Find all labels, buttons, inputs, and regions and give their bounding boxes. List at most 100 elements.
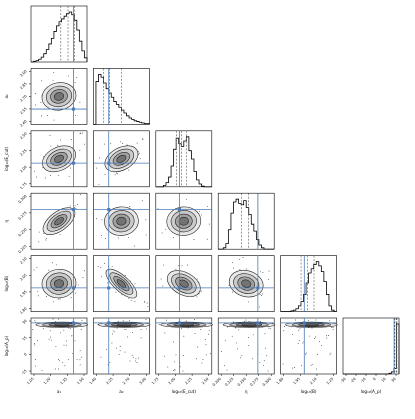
sample-point <box>332 329 334 331</box>
sample-point <box>200 214 202 216</box>
sample-point <box>244 321 246 322</box>
sample-point <box>315 336 316 338</box>
sample-point <box>268 327 270 329</box>
sample-point <box>45 239 47 241</box>
sample-point <box>110 143 112 145</box>
y-axis-label-2: log₁₀(E_cut) <box>4 146 9 171</box>
truth-marker-4-1 <box>107 286 111 290</box>
sample-point <box>161 232 163 234</box>
marginal-histogram-0 <box>31 11 88 63</box>
sample-point <box>258 306 260 308</box>
y-tick-label-2-2: 2.00 <box>19 165 28 174</box>
truth-marker-5-1 <box>107 321 111 325</box>
x-tick-label-2-3: 2.50 <box>201 376 210 385</box>
sample-point <box>136 142 138 144</box>
y-tick-label-3-0: 0.300 <box>18 194 29 205</box>
sample-point <box>82 277 84 279</box>
y-tick-label-1-4: 2.40 <box>19 119 28 128</box>
sample-point <box>75 114 76 116</box>
sample-point <box>45 296 47 297</box>
sample-point <box>79 364 81 366</box>
sample-point <box>140 329 142 331</box>
y-tick-label-2-1: 2.25 <box>19 148 27 156</box>
sample-point <box>145 319 147 321</box>
sample-point <box>101 235 102 237</box>
sample-point <box>76 358 78 360</box>
sample-point <box>37 295 39 297</box>
sample-point <box>164 355 166 357</box>
sample-point <box>319 341 321 343</box>
sample-point <box>104 238 106 239</box>
sample-point <box>262 364 264 366</box>
sample-point <box>129 206 131 207</box>
sample-point <box>52 79 54 81</box>
sample-point <box>48 269 50 271</box>
sample-point <box>75 208 77 209</box>
x-tick-label-1-1: 2.25 <box>105 377 113 385</box>
y-axis-label-3: η <box>4 220 9 223</box>
sample-point <box>205 344 207 346</box>
sample-point <box>142 139 144 140</box>
sample-point <box>37 340 39 342</box>
sample-point <box>308 335 310 337</box>
sample-point <box>201 362 203 364</box>
sample-point <box>77 203 79 205</box>
density-contour-5-0-3 <box>54 323 70 326</box>
sample-point <box>68 175 70 177</box>
sample-point <box>34 359 36 360</box>
sample-point <box>71 335 73 337</box>
sample-point <box>193 239 195 240</box>
sample-point <box>128 236 129 238</box>
x-tick-label-0-3: 1.50 <box>76 376 85 385</box>
y-tick-label-1-3: 2.55 <box>19 107 27 115</box>
x-tick-label-1-3: 3.00 <box>139 376 148 385</box>
sample-point <box>36 266 38 268</box>
density-contour-1-0-3 <box>53 92 65 101</box>
sample-point <box>80 356 82 358</box>
sample-point <box>194 333 196 334</box>
sample-point <box>60 332 62 334</box>
x-tick-label-4-3: 2.25 <box>326 377 334 385</box>
sample-point <box>104 173 106 175</box>
sample-point <box>245 268 247 270</box>
x-tick-label-3-2: 0.250 <box>237 376 248 387</box>
sample-point <box>107 282 109 284</box>
sample-point <box>138 152 140 154</box>
sample-point <box>119 141 121 143</box>
y-tick-label-3-2: 0.250 <box>18 227 29 238</box>
sample-point <box>163 264 165 266</box>
sample-point <box>302 342 304 344</box>
truth-marker-3-2 <box>177 208 181 212</box>
sample-point <box>97 265 99 267</box>
density-contour-5-1-3 <box>116 323 132 326</box>
sample-point <box>41 80 43 82</box>
sample-point <box>228 285 230 286</box>
sample-point <box>316 368 317 370</box>
sample-point <box>158 324 160 325</box>
sample-point <box>238 329 240 331</box>
truth-marker-2-1 <box>107 161 111 165</box>
sample-point <box>52 318 54 320</box>
sample-point <box>247 301 249 303</box>
sample-point <box>79 133 81 135</box>
truth-marker-5-2 <box>177 321 181 325</box>
sample-point <box>77 284 79 286</box>
sample-point <box>331 326 333 328</box>
sample-point <box>127 336 129 338</box>
x-tick-label-4-1: 1.95 <box>292 377 300 385</box>
y-tick-label-1-1: 2.85 <box>19 82 27 90</box>
sample-point <box>185 198 187 200</box>
sample-point <box>207 333 209 335</box>
sample-point <box>198 210 200 212</box>
sample-point <box>224 365 225 367</box>
sample-point <box>197 346 199 348</box>
density-contour-3-0-3 <box>54 217 64 226</box>
density-contour-4-1-3 <box>116 279 127 288</box>
sample-point <box>264 347 266 349</box>
sample-point <box>232 261 233 263</box>
y-tick-label-2-3: 1.75 <box>19 182 27 190</box>
sample-point <box>173 361 175 363</box>
y-tick-label-4-3: 1.80 <box>19 306 28 315</box>
truth-marker-5-0 <box>71 321 75 325</box>
sample-point <box>298 340 300 342</box>
